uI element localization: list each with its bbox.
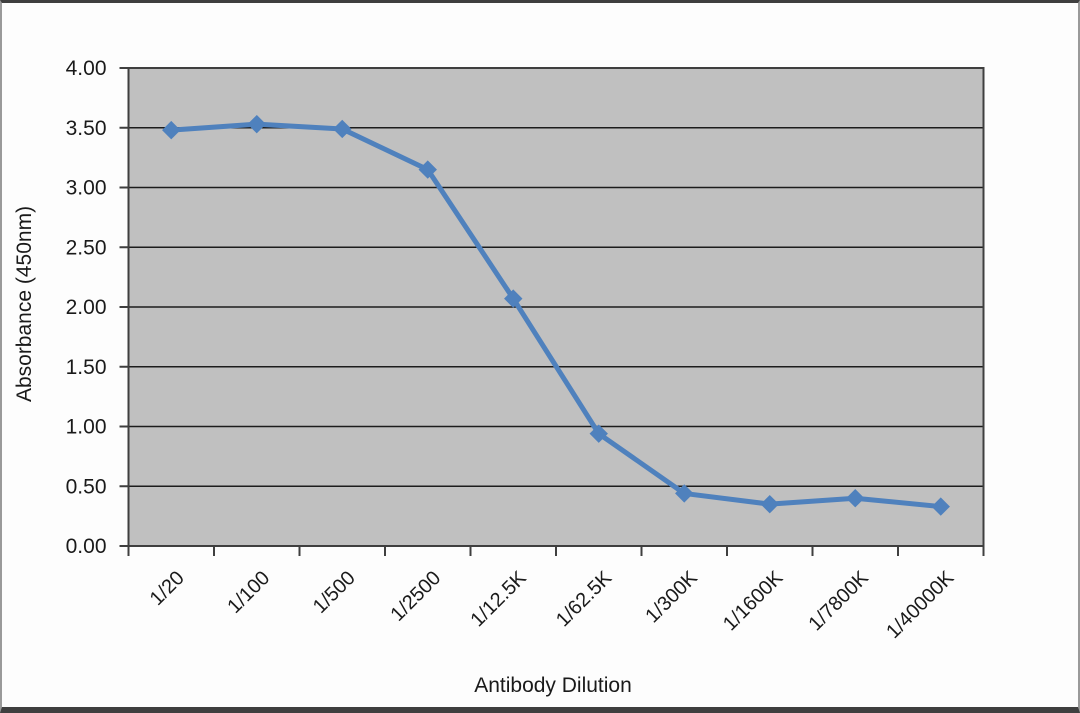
data-point-marker xyxy=(931,497,950,516)
data-point-marker xyxy=(846,488,865,508)
x-tick-label: 1/12.5K xyxy=(466,567,531,632)
x-tick-label: 1/300K xyxy=(641,567,702,628)
data-point-marker xyxy=(247,114,266,134)
y-tick-label: 1.50 xyxy=(66,356,107,379)
y-tick-label: 0.00 xyxy=(66,535,107,558)
x-tick-label: 1/2500 xyxy=(386,567,445,626)
data-point-marker xyxy=(162,120,181,140)
data-point-marker xyxy=(418,160,437,179)
x-tick-label: 1/100 xyxy=(223,567,274,618)
data-point-marker xyxy=(333,119,352,139)
y-tick-label: 4.00 xyxy=(66,57,107,80)
series-line xyxy=(168,121,944,510)
x-tick-label: 1/20 xyxy=(146,567,189,610)
y-tick-label: 1.00 xyxy=(66,416,107,439)
x-tick-label: 1/62.5K xyxy=(552,567,617,632)
x-axis-title: Antibody Dilution xyxy=(474,674,632,697)
y-tick-label: 0.50 xyxy=(66,475,107,498)
y-tick-label: 3.00 xyxy=(66,177,107,200)
data-point-marker xyxy=(675,484,694,503)
y-tick-label: 2.50 xyxy=(66,236,107,259)
x-tick-label: 1/500 xyxy=(309,567,360,618)
y-tick-label: 3.50 xyxy=(66,117,107,140)
y-tick-label: 2.00 xyxy=(66,296,107,319)
y-axis-title: Absorbance (450nm) xyxy=(13,206,36,402)
data-point-marker xyxy=(589,424,608,443)
chart-plot-layers: 0.00 0.50 1.00 1.50 2.00 2.50 3.00 3.50 4.00 1/20… xyxy=(66,57,985,644)
x-tick-label: 1/7800K xyxy=(805,567,874,636)
elisa-titration-line-chart: 0.00 0.50 1.00 1.50 2.00 2.50 3.00 3.50 4.00 1/20… xyxy=(13,57,985,697)
x-tick-label: 1/1600K xyxy=(719,567,788,636)
x-tick-label: 1/40000K xyxy=(882,567,959,644)
data-point-marker xyxy=(760,494,779,514)
data-point-marker xyxy=(504,289,523,308)
